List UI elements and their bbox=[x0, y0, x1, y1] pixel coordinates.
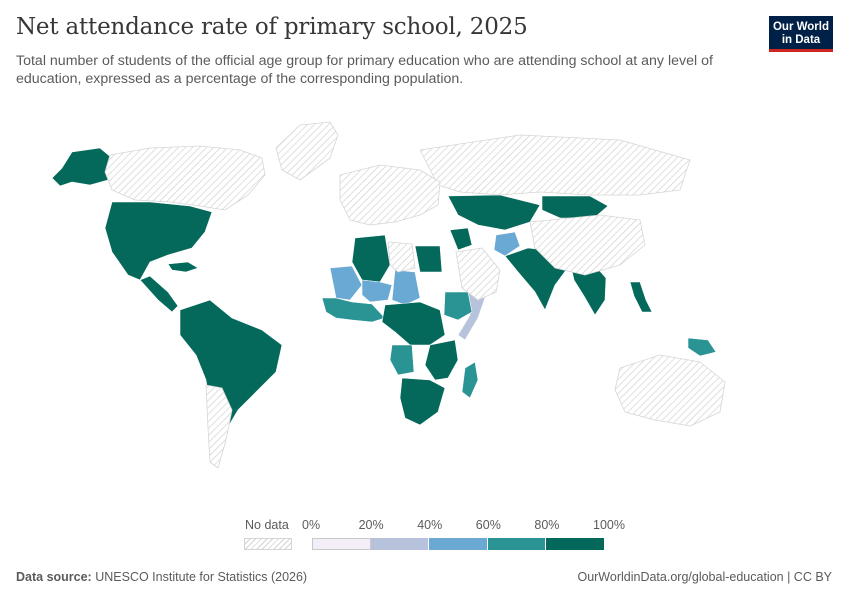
map-region-madagascar[interactable] bbox=[461, 361, 479, 399]
map-region-angola[interactable] bbox=[389, 344, 415, 376]
map-region-east-africa[interactable] bbox=[424, 339, 459, 381]
map-region-iraq[interactable] bbox=[449, 227, 473, 251]
map-region-caribbean[interactable] bbox=[167, 261, 199, 273]
map-region-argentina[interactable] bbox=[205, 384, 233, 469]
map-region-papua-new-guinea[interactable] bbox=[687, 337, 717, 357]
world-map[interactable] bbox=[0, 110, 850, 510]
map-region-russia[interactable] bbox=[419, 134, 691, 196]
legend-tick-label: 40% bbox=[417, 518, 443, 532]
map-region-australia[interactable] bbox=[614, 354, 726, 427]
legend-tick-label: 100% bbox=[593, 518, 625, 532]
data-source: Data source: UNESCO Institute for Statis… bbox=[16, 570, 307, 584]
map-region-mongolia[interactable] bbox=[541, 195, 609, 219]
map-region-west-africa[interactable] bbox=[321, 297, 386, 323]
legend-bin-swatch bbox=[487, 538, 547, 550]
data-source-text[interactable]: UNESCO Institute for Statistics (2026) bbox=[95, 570, 308, 584]
logo-line-1: Our World bbox=[772, 21, 829, 33]
legend-tick-label: 0% bbox=[302, 518, 321, 532]
logo-line-2: in Data bbox=[781, 33, 821, 46]
map-region-central-africa[interactable] bbox=[381, 301, 446, 346]
map-region-philippines[interactable] bbox=[629, 281, 653, 313]
data-source-label: Data source: bbox=[16, 570, 92, 584]
map-region-central-asia[interactable] bbox=[447, 194, 541, 231]
legend-no-data-label: No data bbox=[245, 518, 289, 532]
color-legend: No data 0% 20% 40% 60% 80% 100% bbox=[0, 512, 850, 552]
legend-tick-label: 20% bbox=[358, 518, 384, 532]
legend-bin-swatch bbox=[546, 538, 605, 550]
map-region-central-america[interactable] bbox=[139, 275, 179, 313]
footer-credit[interactable]: OurWorldinData.org/global-education | CC… bbox=[577, 570, 832, 584]
map-region-alaska[interactable] bbox=[51, 147, 113, 187]
map-region-south-america[interactable] bbox=[179, 299, 283, 433]
map-region-libya[interactable] bbox=[387, 241, 416, 273]
map-region-afghanistan[interactable] bbox=[493, 231, 521, 257]
map-region-niger[interactable] bbox=[361, 279, 393, 303]
legend-no-data-swatch bbox=[244, 538, 292, 550]
map-region-somalia[interactable] bbox=[457, 291, 486, 341]
legend-tick-label: 60% bbox=[475, 518, 501, 532]
map-region-china[interactable] bbox=[529, 214, 646, 276]
owid-logo[interactable]: Our World in Data bbox=[769, 16, 833, 52]
map-region-canada[interactable] bbox=[104, 145, 266, 211]
chart-subtitle: Total number of students of the official… bbox=[16, 53, 713, 87]
map-region-europe[interactable] bbox=[339, 164, 441, 226]
legend-bin-swatch bbox=[370, 538, 430, 550]
chart-title: Net attendance rate of primary school, 2… bbox=[16, 14, 528, 40]
map-region-greenland[interactable] bbox=[275, 121, 339, 181]
map-region-chad[interactable] bbox=[391, 269, 421, 306]
legend-tick-label: 80% bbox=[534, 518, 560, 532]
legend-bin-swatch bbox=[429, 538, 488, 550]
legend-bin-swatch bbox=[312, 538, 371, 550]
map-region-egypt[interactable] bbox=[414, 245, 443, 273]
map-region-north-america-usa-mexico[interactable] bbox=[104, 201, 213, 281]
map-region-ethiopia[interactable] bbox=[443, 291, 473, 321]
map-region-algeria[interactable] bbox=[351, 234, 391, 283]
map-region-southern-africa[interactable] bbox=[399, 377, 446, 426]
map-region-mali[interactable] bbox=[329, 265, 363, 301]
map-region-arabian-peninsula[interactable] bbox=[455, 247, 501, 301]
